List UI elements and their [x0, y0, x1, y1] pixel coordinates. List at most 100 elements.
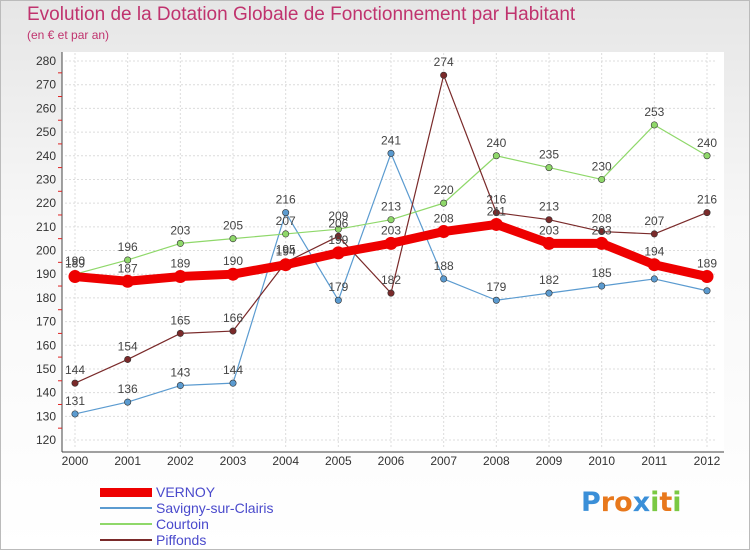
data-point-courtoin: [598, 175, 606, 183]
y-tick-label: 230: [36, 172, 56, 186]
data-label-courtoin: 240: [486, 136, 506, 150]
data-label-savigny-sur-clairis: 136: [118, 382, 138, 396]
data-label-courtoin: 213: [381, 200, 401, 214]
data-label-savigny-sur-clairis: 179: [328, 280, 348, 294]
x-tick-label: 2002: [167, 454, 194, 468]
logo-letter: i: [650, 487, 660, 518]
data-point-courtoin: [282, 230, 290, 238]
data-label-piffonds: 213: [539, 200, 559, 214]
data-point-piffonds: [124, 355, 132, 363]
data-label-vernoy: 187: [118, 261, 138, 275]
data-point-vernoy: [700, 270, 714, 284]
data-point-savigny-sur-clairis: [387, 149, 395, 157]
data-label-piffonds: 165: [170, 313, 190, 327]
data-label-courtoin: 209: [328, 209, 348, 223]
data-point-piffonds: [334, 232, 342, 240]
data-point-vernoy: [595, 236, 609, 250]
legend-item-savigny: Savigny-sur-Clairis: [100, 500, 400, 516]
data-point-piffonds: [71, 379, 79, 387]
y-tick-label: 240: [36, 149, 56, 163]
data-point-piffonds: [545, 216, 553, 224]
data-label-savigny-sur-clairis: 182: [539, 273, 559, 287]
x-tick-label: 2001: [114, 454, 141, 468]
data-label-courtoin: 196: [118, 240, 138, 254]
x-tick-label: 2003: [220, 454, 247, 468]
data-label-vernoy: 203: [539, 223, 559, 237]
data-point-courtoin: [387, 216, 395, 224]
data-label-piffonds: 208: [592, 212, 612, 226]
data-label-courtoin: 207: [276, 214, 296, 228]
data-point-courtoin: [545, 164, 553, 172]
data-point-vernoy: [279, 258, 293, 272]
data-label-vernoy: 199: [328, 233, 348, 247]
y-tick-label: 170: [36, 315, 56, 329]
data-point-savigny-sur-clairis: [71, 410, 79, 418]
x-tick-label: 2011: [641, 454, 667, 468]
logo-letter: o: [614, 487, 633, 518]
data-label-vernoy: 211: [487, 204, 506, 218]
data-point-vernoy: [173, 270, 187, 284]
data-point-piffonds: [650, 230, 658, 238]
data-point-piffonds: [387, 289, 395, 297]
data-point-savigny-sur-clairis: [334, 296, 342, 304]
data-label-vernoy: 189: [697, 257, 717, 271]
data-point-courtoin: [176, 239, 184, 247]
logo-letter: r: [600, 487, 615, 518]
data-point-piffonds: [229, 327, 237, 335]
data-label-savigny-sur-clairis: 216: [276, 193, 296, 207]
data-point-courtoin: [650, 121, 658, 129]
y-tick-label: 200: [36, 244, 56, 258]
legend-label-vernoy: VERNOY: [156, 484, 216, 500]
y-tick-label: 260: [36, 101, 56, 115]
legend-swatch-piffonds: [100, 539, 152, 541]
logo-letter: t: [659, 487, 673, 518]
data-label-courtoin: 253: [644, 105, 664, 119]
data-point-piffonds: [440, 71, 448, 79]
data-point-courtoin: [124, 256, 132, 264]
data-label-savigny-sur-clairis: 185: [592, 266, 612, 280]
data-label-savigny-sur-clairis: 144: [223, 363, 243, 377]
x-tick-label: 2012: [694, 454, 721, 468]
y-tick-label: 150: [36, 362, 56, 376]
data-point-piffonds: [492, 209, 500, 217]
data-label-courtoin: 205: [223, 219, 243, 233]
data-label-savigny-sur-clairis: 131: [65, 394, 85, 408]
legend-item-courtoin: Courtoin: [100, 516, 400, 532]
x-tick-label: 2008: [483, 454, 510, 468]
data-label-piffonds: 206: [328, 216, 348, 230]
y-tick-label: 140: [36, 386, 56, 400]
data-label-piffonds: 274: [434, 55, 454, 69]
data-label-vernoy: 189: [65, 257, 85, 271]
data-point-piffonds: [176, 329, 184, 337]
data-point-savigny-sur-clairis: [650, 275, 658, 283]
data-label-piffonds: 195: [276, 242, 296, 256]
data-label-piffonds: 144: [65, 363, 85, 377]
data-label-savigny-sur-clairis: 179: [486, 280, 506, 294]
proxiti-logo: Proxiti: [581, 487, 682, 518]
data-label-vernoy: 190: [223, 254, 243, 268]
data-label-vernoy: 194: [644, 245, 664, 259]
data-label-piffonds: 207: [644, 214, 664, 228]
x-tick-label: 2005: [325, 454, 352, 468]
y-tick-label: 130: [36, 409, 56, 423]
x-tick-label: 2009: [536, 454, 563, 468]
data-point-vernoy: [542, 236, 556, 250]
data-label-courtoin: 203: [170, 223, 190, 237]
data-label-courtoin: 240: [697, 136, 717, 150]
data-label-vernoy: 208: [434, 212, 454, 226]
legend-swatch-vernoy: [100, 488, 152, 497]
data-label-vernoy: 203: [381, 223, 401, 237]
data-point-courtoin: [334, 225, 342, 233]
data-label-courtoin: 190: [65, 254, 85, 268]
data-point-vernoy: [489, 217, 503, 231]
y-tick-label: 160: [36, 338, 56, 352]
data-point-savigny-sur-clairis: [282, 209, 290, 217]
chart-title: Evolution de la Dotation Globale de Fonc…: [27, 4, 576, 25]
data-label-piffonds: 216: [697, 193, 717, 207]
data-label-piffonds: 216: [486, 193, 506, 207]
legend-label-savigny: Savigny-sur-Clairis: [156, 500, 274, 516]
data-label-savigny-sur-clairis: 143: [170, 366, 190, 380]
logo-letter: i: [672, 487, 682, 518]
data-label-piffonds: 182: [381, 273, 401, 287]
data-point-savigny-sur-clairis: [492, 296, 500, 304]
